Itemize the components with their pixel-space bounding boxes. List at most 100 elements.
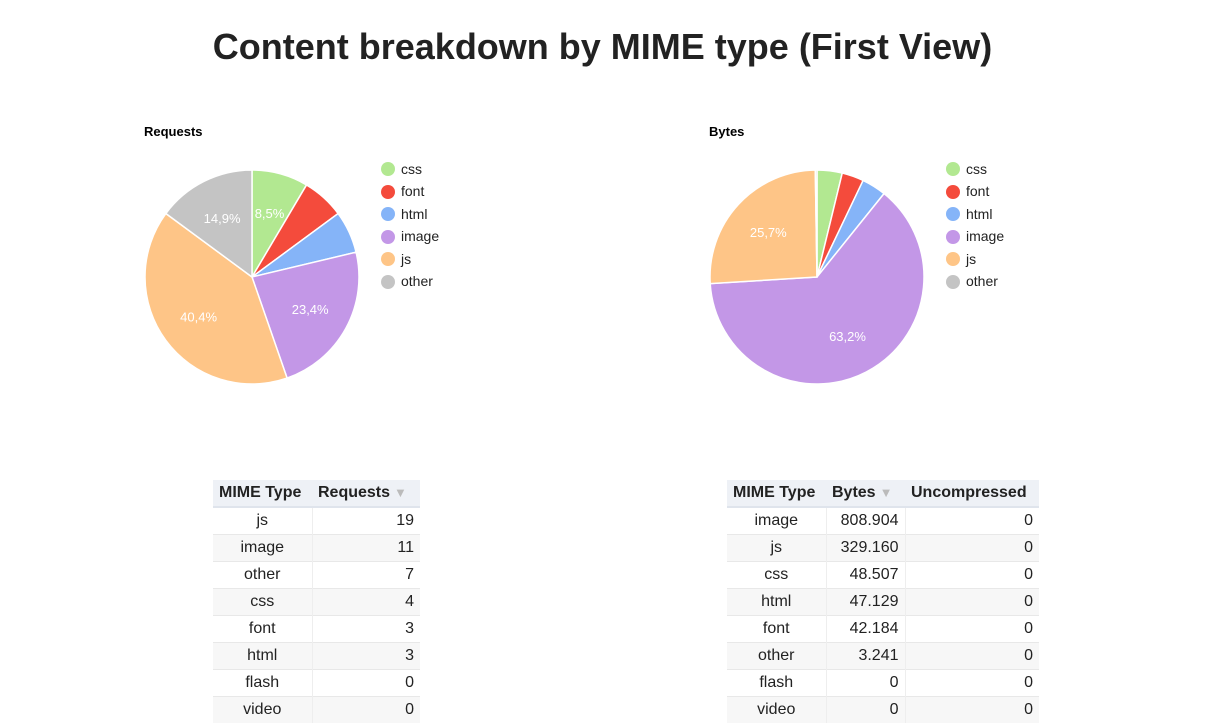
requests-legend: css font html image js other (381, 158, 439, 293)
legend-label: js (401, 250, 412, 267)
slice-label-css: 8,5% (255, 206, 285, 221)
legend-swatch (946, 252, 960, 267)
table-row: image 808.904 0 (727, 506, 1039, 534)
legend-item-css[interactable]: css (946, 158, 1004, 181)
cell-value: 0 (905, 587, 1039, 615)
legend-item-other[interactable]: other (381, 271, 439, 294)
column-header-uncompressed[interactable]: Uncompressed (905, 480, 1039, 508)
cell-value: 0 (312, 695, 420, 723)
cell-value: 0 (905, 641, 1039, 669)
table-row: other 7 (213, 560, 420, 588)
pie-slice-js[interactable] (709, 169, 818, 285)
cell-mime-type: image (213, 533, 313, 561)
pie-slice-other[interactable] (814, 169, 818, 278)
cell-mime-type: other (727, 641, 827, 669)
column-header-requests[interactable]: Requests ▼ (312, 480, 420, 508)
cell-value: 0 (905, 695, 1039, 723)
cell-value: 808.904 (826, 506, 906, 534)
cell-mime-type: image (727, 506, 827, 534)
table-row: video 0 0 (727, 695, 1039, 723)
table-row: video 0 (213, 695, 420, 723)
table-row: flash 0 (213, 668, 420, 696)
legend-item-html[interactable]: html (946, 203, 1004, 226)
legend-item-font[interactable]: font (381, 181, 439, 204)
cell-mime-type: font (727, 614, 827, 642)
cell-mime-type: video (213, 695, 313, 723)
cell-mime-type: flash (727, 668, 827, 696)
cell-value: 0 (905, 668, 1039, 696)
cell-value: 48.507 (826, 560, 906, 588)
legend-swatch (381, 184, 395, 199)
slice-label-image: 63,2% (829, 329, 866, 344)
pie-slice-image[interactable] (251, 251, 360, 380)
cell-value: 0 (312, 668, 420, 696)
legend-swatch (946, 274, 960, 289)
cell-value: 0 (905, 614, 1039, 642)
legend-item-other[interactable]: other (946, 271, 1004, 294)
legend-swatch (946, 207, 960, 222)
legend-item-js[interactable]: js (381, 248, 439, 271)
bytes-chart-title: Bytes (709, 124, 745, 139)
cell-mime-type: css (213, 587, 313, 615)
sort-desc-icon: ▼ (879, 485, 893, 500)
pie-slice-other[interactable] (164, 169, 253, 279)
column-header-mime-type[interactable]: MIME Type (213, 480, 312, 508)
cell-value: 0 (905, 533, 1039, 561)
legend-swatch (381, 252, 395, 267)
cell-value: 47.129 (826, 587, 906, 615)
legend-item-image[interactable]: image (381, 226, 439, 249)
requests-pie-chart: 8,5% 23,4% 40,4% 14,9% (144, 169, 360, 385)
cell-value: 19 (312, 506, 420, 534)
cell-value: 3.241 (826, 641, 906, 669)
pie-slice-image[interactable] (709, 192, 925, 385)
table-row: other 3.241 0 (727, 641, 1039, 669)
table-row: css 4 (213, 587, 420, 615)
legend-label: other (401, 273, 433, 290)
legend-item-html[interactable]: html (381, 203, 439, 226)
sort-desc-icon: ▼ (394, 485, 407, 500)
cell-value: 329.160 (826, 533, 906, 561)
cell-mime-type: js (213, 506, 313, 534)
bytes-pie-chart: 63,2% 25,7% (709, 169, 925, 385)
legend-label: js (966, 250, 977, 267)
legend-item-css[interactable]: css (381, 158, 439, 181)
table-row: html 3 (213, 641, 420, 669)
cell-value: 42.184 (826, 614, 906, 642)
cell-value: 7 (312, 560, 420, 588)
cell-mime-type: flash (213, 668, 313, 696)
cell-value: 3 (312, 614, 420, 642)
legend-item-image[interactable]: image (946, 226, 1004, 249)
cell-mime-type: font (213, 614, 313, 642)
table-row: flash 0 0 (727, 668, 1039, 696)
legend-item-js[interactable]: js (946, 248, 1004, 271)
legend-swatch (946, 229, 960, 244)
cell-value: 0 (905, 506, 1039, 534)
legend-label: html (401, 205, 428, 222)
cell-mime-type: other (213, 560, 313, 588)
table-row: js 19 (213, 506, 420, 534)
cell-mime-type: html (727, 587, 827, 615)
table-row: image 11 (213, 533, 420, 561)
table-row: font 3 (213, 614, 420, 642)
legend-swatch (381, 229, 395, 244)
legend-item-font[interactable]: font (946, 181, 1004, 204)
bytes-table: MIME Type Bytes ▼ Uncompressed image 808.9… (727, 480, 1039, 723)
cell-mime-type: css (727, 560, 827, 588)
column-header-mime-type[interactable]: MIME Type (727, 480, 826, 508)
requests-table: MIME Type Requests ▼ js 19 image 11 other 7 css… (213, 480, 420, 723)
cell-value: 0 (905, 560, 1039, 588)
legend-swatch (381, 162, 395, 177)
pie-slice-js[interactable] (144, 212, 289, 385)
legend-label: other (966, 273, 998, 290)
slice-label-other: 14,9% (204, 211, 241, 226)
legend-label: css (966, 160, 987, 177)
cell-mime-type: js (727, 533, 827, 561)
cell-value: 0 (826, 695, 906, 723)
slice-label-js: 40,4% (180, 309, 217, 324)
table-row: html 47.129 0 (727, 587, 1039, 615)
bytes-legend: css font html image js other (946, 158, 1004, 293)
legend-label: font (966, 183, 990, 200)
column-header-bytes[interactable]: Bytes ▼ (826, 480, 905, 508)
legend-swatch (946, 184, 960, 199)
table-row: font 42.184 0 (727, 614, 1039, 642)
